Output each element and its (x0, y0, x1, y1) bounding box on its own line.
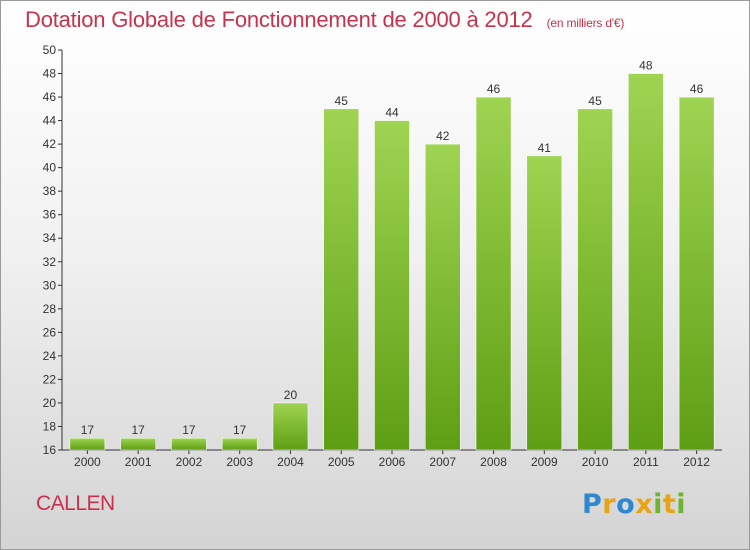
x-tick-label: 2003 (226, 455, 253, 469)
chart-title: Dotation Globale de Fonctionnement de 20… (25, 7, 624, 33)
logo-letter: o (616, 489, 636, 520)
bar (577, 108, 613, 451)
commune-name: CALLEN (36, 492, 115, 515)
logo-letter: x (635, 489, 654, 520)
x-tick-label: 2001 (125, 455, 152, 469)
x-tick-label: 2012 (683, 455, 710, 469)
y-tick-label: 50 (43, 43, 57, 57)
y-tick-label: 48 (43, 67, 57, 81)
bar-value-label: 17 (182, 423, 196, 437)
logo-letter: r (602, 489, 617, 520)
logo-letter: P (582, 489, 603, 520)
bar (374, 120, 410, 451)
bars (69, 73, 715, 451)
bar (678, 96, 715, 451)
y-tick-label: 34 (43, 231, 57, 245)
y-tick-label: 30 (43, 278, 57, 292)
y-tick-label: 44 (43, 114, 57, 128)
logo-letter: i (653, 489, 663, 520)
bar-value-label: 48 (639, 59, 653, 73)
y-tick-label: 46 (43, 90, 57, 104)
y-tick-label: 20 (43, 396, 57, 410)
x-axis: 2000 2001 2002 2003 2004 2005 2006 2007 2008 2009… (62, 449, 722, 469)
y-tick-label: 32 (43, 255, 57, 269)
proxiti-logo: Proxiti (582, 489, 686, 520)
bar (526, 155, 563, 451)
x-tick-label: 2005 (328, 455, 355, 469)
bar-value-label: 42 (436, 129, 450, 143)
x-tick-label: 2007 (429, 455, 456, 469)
bar (171, 437, 207, 451)
x-tick-label: 2004 (277, 455, 304, 469)
y-tick-label: 22 (43, 372, 57, 386)
y-tick-label: 24 (43, 349, 57, 363)
x-tick-label: 2002 (176, 455, 203, 469)
bar (272, 402, 309, 451)
bar-value-label: 17 (131, 423, 145, 437)
y-tick-label: 26 (43, 325, 57, 339)
bar-value-label: 41 (538, 141, 552, 155)
y-tick-label: 38 (43, 184, 57, 198)
bar (323, 108, 359, 451)
x-tick-label: 2008 (480, 455, 507, 469)
x-tick-label: 2009 (531, 455, 558, 469)
bar-value-label: 46 (690, 82, 704, 96)
bar-value-label: 17 (81, 423, 95, 437)
y-tick-label: 28 (43, 302, 57, 316)
bar (475, 96, 512, 451)
logo-letter: i (676, 489, 687, 520)
bar (628, 73, 664, 451)
chart-subtitle: (en milliers d'€) (546, 16, 625, 30)
y-axis: 16 18 20 22 24 26 28 30 32 34 36 38 40 42 44 46 48 50 (43, 43, 63, 457)
bar (120, 437, 156, 451)
bar-value-label: 45 (588, 94, 602, 108)
y-tick-label: 42 (43, 137, 57, 151)
bar-value-label: 17 (233, 423, 247, 437)
y-tick-label: 18 (43, 419, 57, 433)
logo-letter: t (662, 489, 677, 520)
bar-value-label: 45 (335, 94, 349, 108)
bar (425, 143, 461, 451)
x-tick-label: 2000 (74, 455, 101, 469)
y-tick-label: 36 (43, 208, 57, 222)
data-labels: 17 17 17 17 20 45 44 42 46 41 45 48 46 (81, 59, 704, 438)
y-tick-label: 16 (43, 443, 57, 457)
chart-title-text: Dotation Globale de Fonctionnement de 20… (25, 7, 533, 32)
bar (221, 437, 258, 451)
y-tick-label: 40 (43, 161, 57, 175)
bar-value-label: 20 (284, 388, 298, 402)
bar-value-label: 46 (487, 82, 501, 96)
x-tick-label: 2011 (633, 455, 659, 469)
x-tick-label: 2010 (582, 455, 609, 469)
bar-value-label: 44 (385, 106, 399, 120)
bar (69, 437, 106, 451)
x-tick-label: 2006 (379, 455, 406, 469)
